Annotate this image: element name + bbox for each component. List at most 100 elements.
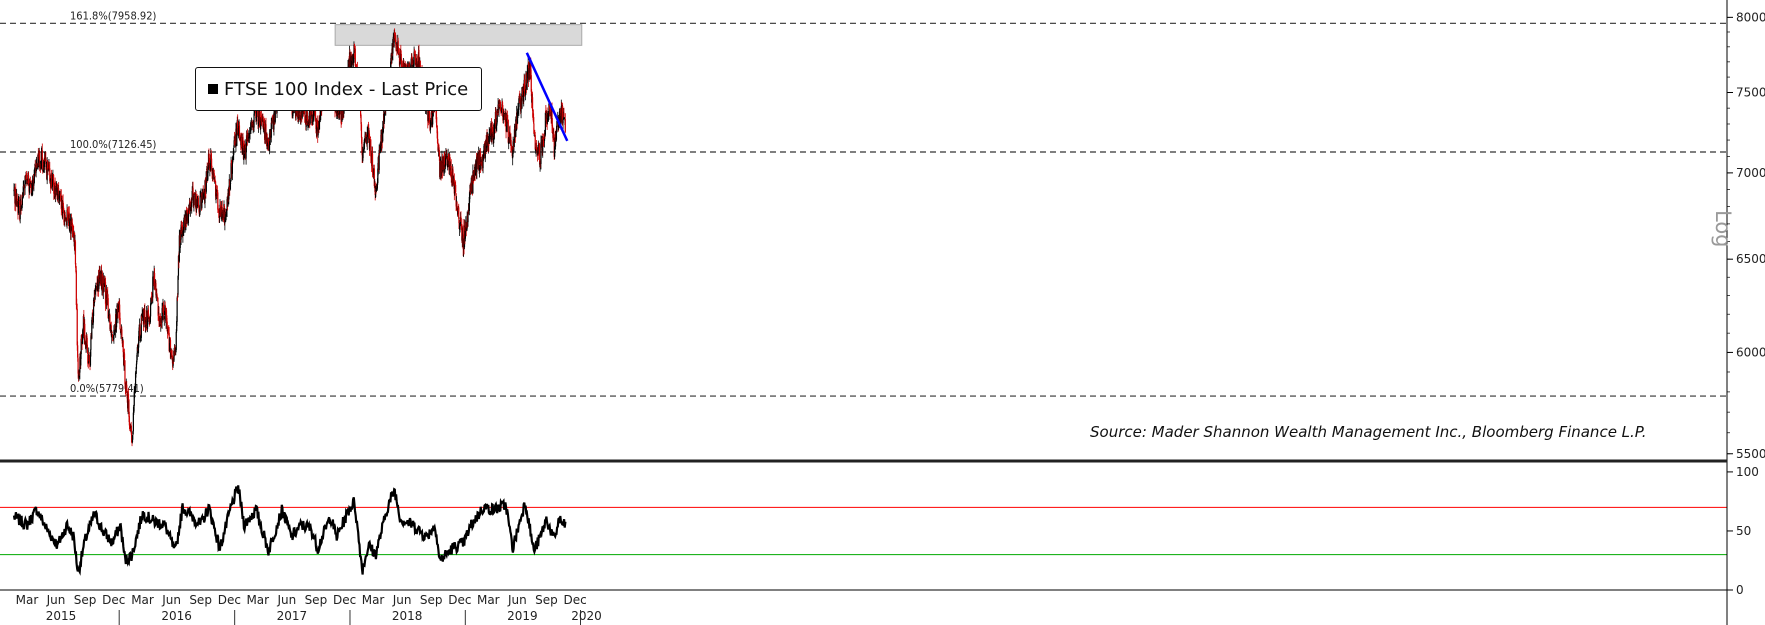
candle-body — [454, 182, 456, 186]
candle-body — [399, 62, 401, 65]
candle-body — [374, 182, 376, 196]
chart-legend: FTSE 100 Index - Last Price — [195, 67, 483, 111]
candle-body — [133, 391, 135, 406]
candle-body — [516, 111, 519, 124]
candle-body — [187, 214, 189, 226]
candle-body — [49, 181, 51, 183]
candle-body — [480, 160, 482, 169]
candle-body — [191, 202, 193, 208]
candle-body — [84, 339, 86, 346]
candle-body — [172, 358, 174, 366]
candle-body — [166, 317, 168, 326]
candle-body — [340, 121, 343, 124]
candle-body — [176, 297, 178, 322]
candle-body — [443, 153, 446, 169]
candle-body — [400, 50, 402, 54]
candle-body — [111, 332, 113, 334]
candle-body — [56, 184, 58, 197]
candle-body — [446, 158, 448, 166]
candle-body — [564, 119, 566, 132]
x-month-label: Jun — [46, 593, 66, 607]
candle-body — [64, 215, 66, 220]
candle-body — [551, 109, 553, 127]
candle-body — [428, 108, 431, 123]
candle-body — [146, 312, 148, 328]
candle-body — [562, 120, 564, 124]
candle-body — [447, 163, 449, 168]
candle-body — [316, 120, 318, 126]
candle-body — [169, 343, 171, 351]
candle-body — [375, 184, 378, 191]
candle-body — [478, 153, 480, 171]
candle-body — [509, 131, 511, 143]
candle-body — [372, 174, 375, 175]
candle-body — [146, 320, 149, 329]
rsi-tick-label: 50 — [1736, 524, 1751, 538]
candle-body — [201, 202, 203, 208]
candle-body — [20, 206, 23, 207]
candle-body — [436, 117, 438, 128]
candle-body — [452, 169, 454, 184]
candle-body — [148, 316, 150, 322]
candle-body — [512, 152, 514, 159]
candle-body — [58, 195, 61, 200]
candle-body — [139, 326, 141, 339]
candle-body — [306, 107, 308, 119]
candle-body — [198, 205, 200, 208]
candle-body — [312, 120, 314, 125]
candle-body — [555, 131, 558, 140]
candle-body — [413, 63, 415, 69]
candle-body — [16, 193, 18, 205]
candle-body — [483, 145, 485, 156]
candle-body — [455, 184, 457, 193]
candle-body — [137, 345, 139, 352]
candle-body — [139, 339, 142, 341]
candle-body — [212, 169, 214, 176]
candle-body — [319, 114, 321, 120]
candle-body — [542, 139, 544, 152]
candle-body — [166, 326, 169, 332]
candle-body — [204, 180, 206, 204]
candle-body — [156, 292, 158, 295]
candle-body — [164, 304, 166, 315]
candle-body — [450, 165, 452, 178]
candle-body — [271, 116, 273, 123]
candle-body — [268, 133, 271, 152]
candle-body — [98, 284, 100, 289]
candle-body — [532, 113, 535, 123]
x-month-label: Sep — [420, 593, 443, 607]
candle-body — [494, 121, 496, 125]
candle-body — [88, 355, 90, 362]
candle-body — [365, 135, 367, 139]
candle-body — [66, 210, 68, 226]
candle-body — [66, 208, 69, 215]
candle-body — [252, 126, 254, 128]
candle-body — [462, 225, 464, 250]
candle-body — [488, 142, 490, 146]
candle-body — [86, 335, 88, 343]
candle-body — [136, 354, 138, 363]
candle-body — [43, 157, 46, 167]
candle-body — [217, 209, 219, 211]
candle-body — [257, 111, 259, 124]
candle-body — [126, 384, 128, 393]
candle-body — [43, 161, 45, 170]
candle-body — [116, 305, 118, 308]
candle-body — [403, 63, 405, 69]
candle-body — [373, 168, 375, 187]
candle-body — [232, 156, 234, 162]
candle-body — [122, 340, 124, 353]
candle-body — [165, 310, 168, 318]
candle-body — [255, 117, 257, 120]
candle-body — [69, 219, 71, 221]
candle-body — [209, 170, 211, 171]
candle-body — [69, 221, 71, 232]
candle-body — [180, 224, 182, 240]
candle-body — [171, 351, 173, 357]
candle-body — [274, 110, 276, 122]
candle-body — [227, 193, 229, 206]
candle-body — [28, 183, 31, 193]
x-month-label: Mar — [246, 593, 269, 607]
candle-body — [360, 115, 362, 125]
candle-body — [132, 431, 134, 435]
